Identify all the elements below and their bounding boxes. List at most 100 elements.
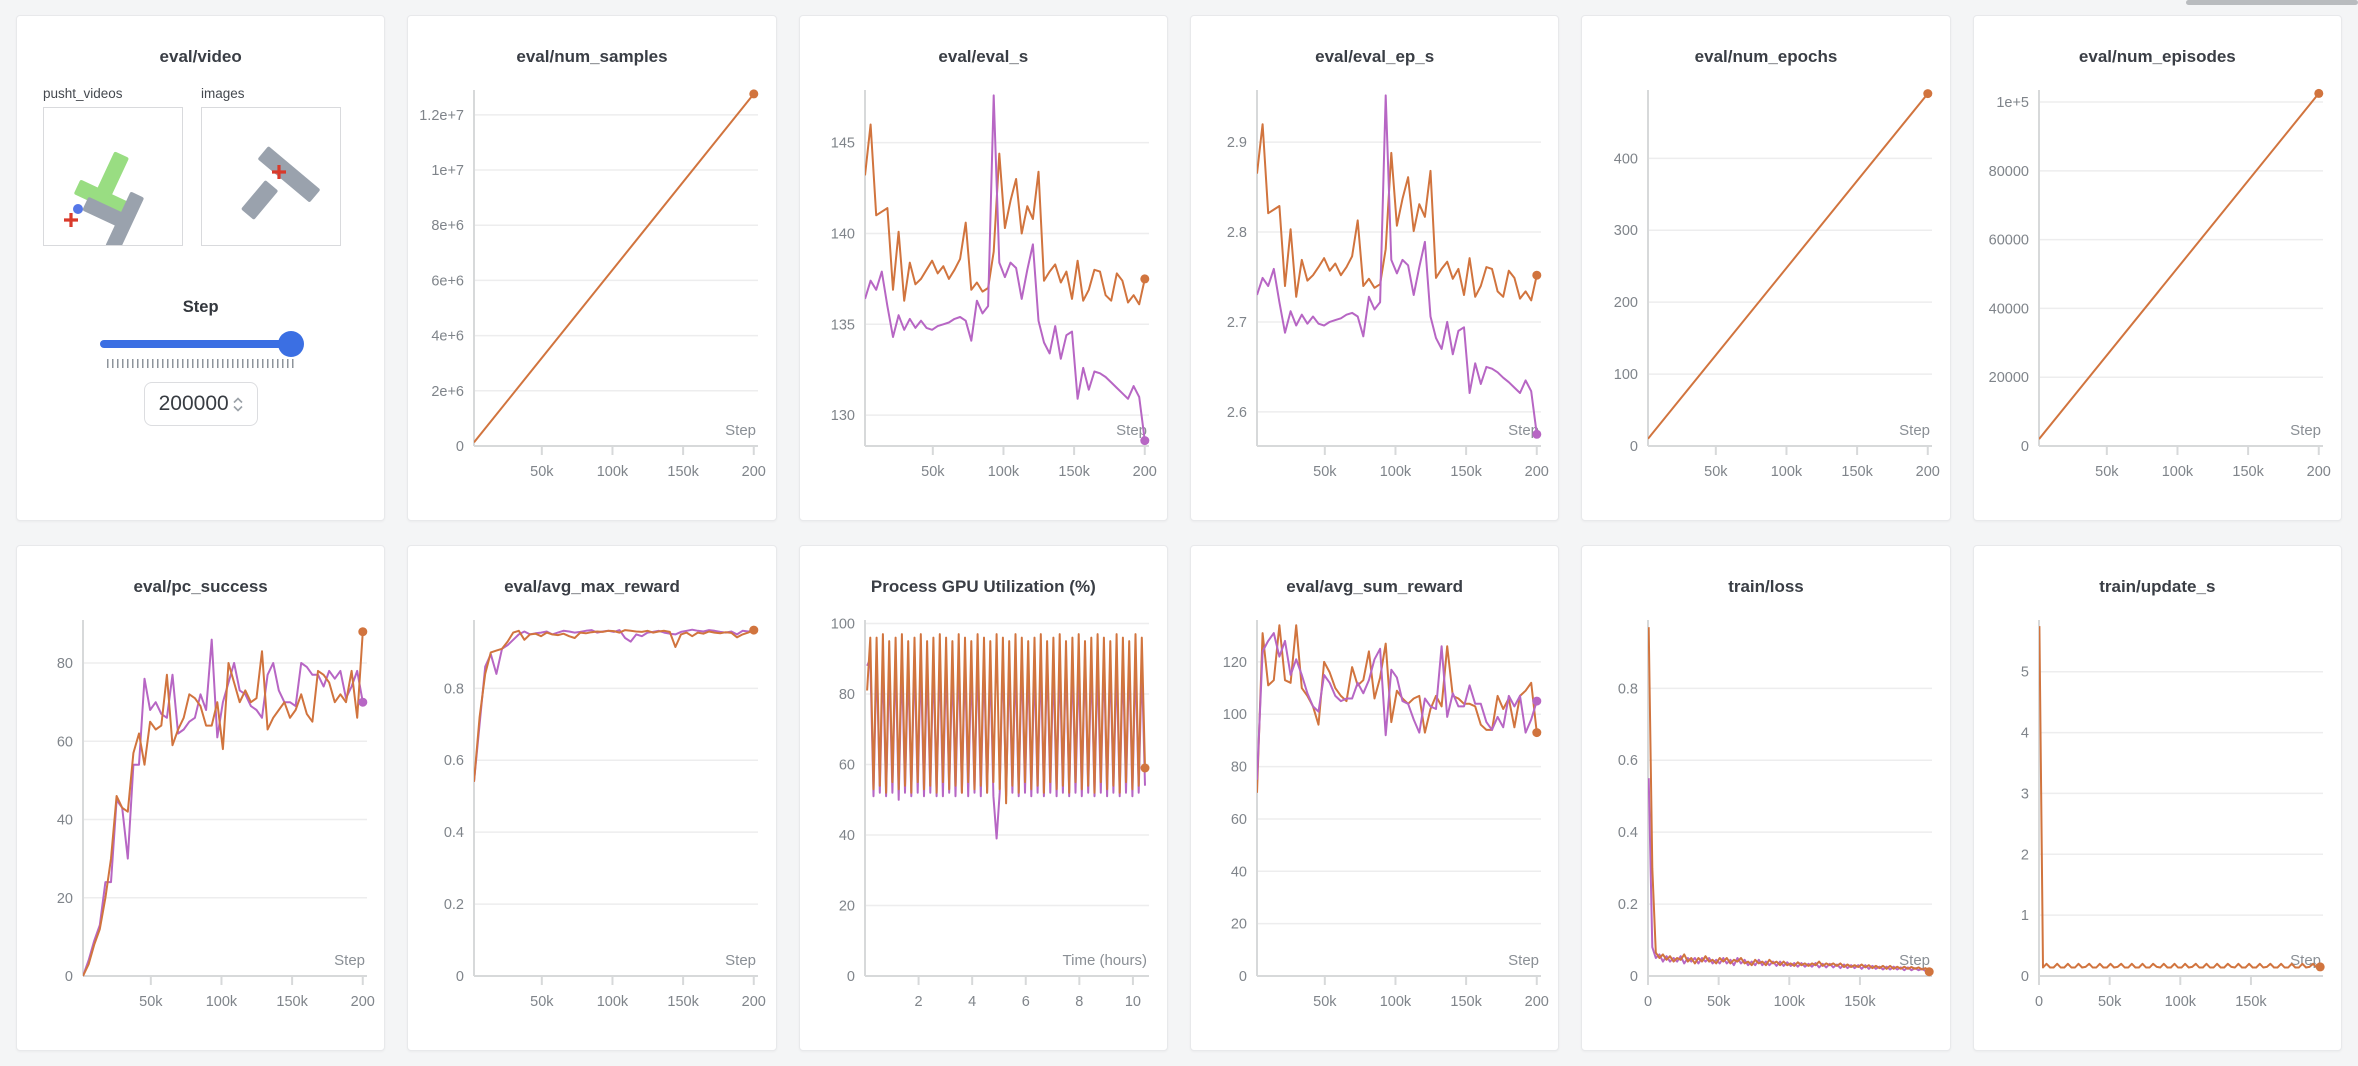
chart-axes: 0 0.2 0.4 0.6 0.8 50k 100k 150k 200 Step bbox=[444, 620, 766, 1010]
chevron-down-icon[interactable] bbox=[233, 405, 243, 412]
series-end-dot-run-purple bbox=[357, 697, 367, 707]
x-tick-label: 2 bbox=[915, 994, 923, 1010]
chart-series bbox=[2039, 626, 2326, 972]
chart-axes: 0 100 200 300 400 50k 100k 150k 200 Step bbox=[1614, 90, 1940, 480]
series-line-run-orange bbox=[473, 93, 755, 444]
y-tick-label: 200 bbox=[1614, 295, 1638, 311]
series-end-dot-run-orange bbox=[2314, 88, 2324, 98]
series-line-run-orange bbox=[82, 631, 364, 977]
chart-axes: 0 0.2 0.4 0.6 0.8 0 50k 100k 150k Step bbox=[1618, 620, 1932, 1010]
chart-canvas[interactable]: 0 0.2 0.4 0.6 0.8 0 50k 100k 150k Step bbox=[1590, 608, 1942, 1020]
series-line-run-orange bbox=[2039, 92, 2320, 440]
x-tick-label: 50k bbox=[530, 994, 554, 1010]
chart-canvas[interactable]: 0 20 40 60 80 100 2 4 6 8 10 Time (hours) bbox=[807, 608, 1159, 1020]
x-tick-label: 6 bbox=[1022, 994, 1030, 1010]
chart-canvas[interactable]: 2.6 2.7 2.8 2.9 50k 100k 150k 200 Step bbox=[1199, 78, 1551, 490]
series-end-dot-run-orange bbox=[357, 627, 367, 637]
panel-eval-avg-max-reward: eval/avg_max_reward 0 0.2 0.4 0.6 0.8 50k 100k… bbox=[407, 545, 777, 1051]
chart-canvas[interactable]: 0 2e+6 4e+6 6e+6 8e+6 1e+7 1.2e+7 50k 100k 150k 20… bbox=[416, 78, 768, 490]
y-tick-label: 100 bbox=[1222, 707, 1246, 723]
y-tick-label: 80 bbox=[839, 687, 855, 703]
chart-series bbox=[1647, 627, 1934, 977]
y-tick-label: 0.6 bbox=[1618, 753, 1638, 769]
x-tick-label: 100k bbox=[1379, 994, 1411, 1010]
series-end-dot-run-orange bbox=[1140, 274, 1150, 284]
chart-axes: 0 20 40 60 80 100 120 50k 100k 150k 200 Step bbox=[1222, 620, 1549, 1010]
pusht-video-thumbnail[interactable] bbox=[43, 107, 183, 252]
y-tick-label: 0 bbox=[1630, 439, 1638, 455]
chart-series bbox=[82, 627, 367, 977]
y-tick-label: 0 bbox=[456, 969, 464, 985]
chevron-up-icon[interactable] bbox=[233, 396, 243, 404]
series-line-run-purple bbox=[82, 638, 364, 977]
x-tick-label: 0 bbox=[2035, 994, 2043, 1010]
series-line-run-orange bbox=[1647, 627, 1930, 973]
chart-canvas[interactable]: 0 20000 40000 60000 80000 1e+5 50k 100k 150k 200 S… bbox=[1981, 78, 2333, 490]
x-tick-label: 100k bbox=[1771, 464, 1803, 480]
chart-canvas[interactable]: 0 100 200 300 400 50k 100k 150k 200 Step bbox=[1590, 78, 1942, 490]
y-tick-label: 0.8 bbox=[1618, 681, 1638, 697]
step-slider-track[interactable] bbox=[99, 340, 302, 348]
panel-eval-num-epochs: eval/num_epochs 0 100 200 300 400 50k 100k 150k… bbox=[1581, 15, 1951, 521]
panel-train-loss: train/loss 0 0.2 0.4 0.6 0.8 0 50k 100k 150k Step bbox=[1581, 545, 1951, 1051]
y-tick-label: 120 bbox=[1222, 655, 1246, 671]
media-caption-images: images bbox=[201, 86, 245, 101]
y-tick-label: 40000 bbox=[1989, 301, 2029, 317]
y-tick-label: 400 bbox=[1614, 151, 1638, 167]
step-value-input[interactable]: 200000 bbox=[143, 382, 258, 426]
x-tick-label: 150k bbox=[2233, 464, 2265, 480]
y-tick-label: 80 bbox=[57, 656, 73, 672]
chart-canvas[interactable]: 0 0.2 0.4 0.6 0.8 50k 100k 150k 200 Step bbox=[416, 608, 768, 1020]
y-tick-label: 0 bbox=[2021, 969, 2029, 985]
y-tick-label: 60 bbox=[57, 734, 73, 750]
series-line-run-orange bbox=[866, 633, 1147, 805]
step-slider-ticks bbox=[106, 359, 295, 368]
series-line-run-orange bbox=[865, 123, 1147, 306]
series-line-run-purple bbox=[865, 94, 1147, 441]
panel-eval-video: eval/video pusht_videos images bbox=[16, 15, 386, 521]
y-tick-label: 20 bbox=[57, 891, 73, 907]
y-tick-label: 0 bbox=[65, 969, 73, 985]
step-slider[interactable] bbox=[99, 331, 304, 357]
series-line-run-orange bbox=[1647, 92, 1929, 440]
images-thumbnail[interactable] bbox=[201, 107, 341, 246]
x-tick-label: 50k bbox=[921, 464, 945, 480]
y-tick-label: 40 bbox=[839, 828, 855, 844]
y-tick-label: 20 bbox=[839, 899, 855, 915]
step-slider-thumb[interactable] bbox=[277, 331, 304, 357]
chart-title: eval/num_episodes bbox=[2078, 47, 2236, 66]
y-tick-label: 8e+6 bbox=[431, 218, 464, 234]
y-tick-label: 1.2e+7 bbox=[419, 108, 464, 124]
chart-canvas[interactable]: 130 135 140 145 50k 100k 150k 200 Step bbox=[807, 78, 1159, 490]
y-tick-label: 0.2 bbox=[444, 897, 464, 913]
x-tick-label: 200 bbox=[1524, 464, 1548, 480]
step-stepper[interactable] bbox=[233, 396, 243, 412]
series-line-run-orange bbox=[1256, 624, 1538, 793]
series-end-dot-run-orange bbox=[2316, 962, 2326, 972]
chart-canvas[interactable]: 0 20 40 60 80 50k 100k 150k 200 Step bbox=[25, 608, 377, 1020]
panel-process-gpu-utilization: Process GPU Utilization (%) 0 20 40 60 80 100… bbox=[798, 545, 1168, 1051]
panel-eval-eval-ep-s: eval/eval_ep_s 2.6 2.7 2.8 2.9 50k 100k 150k 20… bbox=[1190, 15, 1560, 521]
x-tick-label: 100k bbox=[2165, 994, 2197, 1010]
y-tick-label: 100 bbox=[831, 617, 855, 633]
pusht-video-frame bbox=[64, 151, 144, 252]
y-tick-label: 2.8 bbox=[1226, 225, 1246, 241]
x-tick-label: 50k bbox=[2095, 464, 2119, 480]
x-tick-label: 100k bbox=[597, 464, 629, 480]
y-tick-label: 100 bbox=[1614, 367, 1638, 383]
y-tick-label: 2.6 bbox=[1226, 405, 1246, 421]
x-tick-label: 100k bbox=[597, 994, 629, 1010]
chart-canvas[interactable]: 0 20 40 60 80 100 120 50k 100k 150k 200 Step bbox=[1199, 608, 1551, 1020]
y-tick-label: 1e+5 bbox=[1997, 95, 2030, 111]
horizontal-scrollbar[interactable] bbox=[2186, 0, 2358, 5]
chart-title: eval/pc_success bbox=[133, 577, 268, 596]
goal-cross-icon bbox=[272, 165, 286, 179]
chart-series bbox=[866, 633, 1150, 840]
y-tick-label: 60 bbox=[839, 758, 855, 774]
chart-series bbox=[1256, 94, 1541, 439]
chart-series bbox=[473, 89, 759, 444]
x-tick-label: 150k bbox=[667, 464, 699, 480]
y-tick-label: 2.7 bbox=[1226, 315, 1246, 331]
